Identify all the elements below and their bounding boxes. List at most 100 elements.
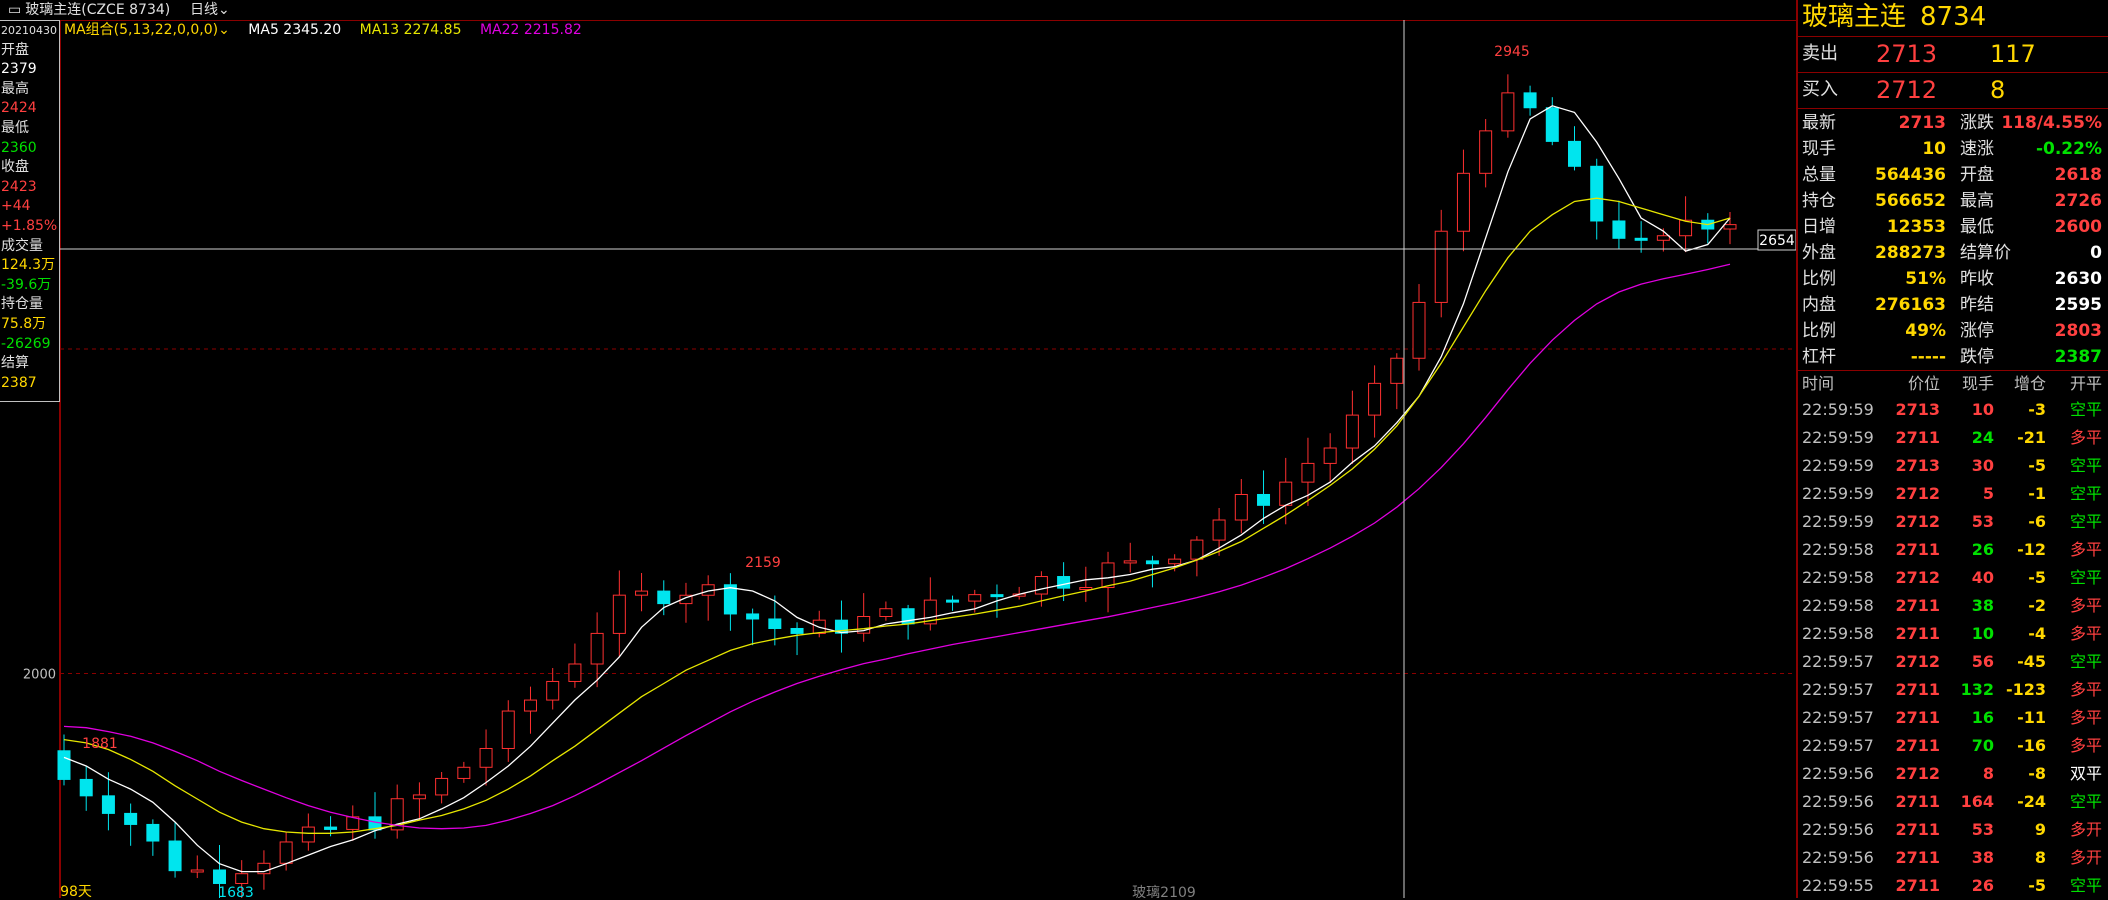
tick-oi-change: -5 xyxy=(2028,456,2046,475)
tick-row: 22:59:56 2711 164 -24 空平 xyxy=(1798,788,2108,816)
candle-body xyxy=(212,869,226,884)
tick-type: 多开 xyxy=(2069,848,2102,867)
tick-row: 22:59:58 2711 10 -4 多平 xyxy=(1798,620,2108,648)
tick-time: 22:59:56 xyxy=(1802,764,1874,783)
tick-time: 22:59:58 xyxy=(1802,624,1874,643)
tick-price: 2711 xyxy=(1895,428,1940,447)
tick-time: 22:59:57 xyxy=(1802,708,1874,727)
quote-label-left: 外盘 xyxy=(1802,243,1836,263)
tick-qty: 164 xyxy=(1960,792,1994,811)
candle-body xyxy=(301,826,315,843)
quote-value-left: 10 xyxy=(1922,139,1946,159)
candle-body xyxy=(1212,519,1226,541)
tick-qty: 8 xyxy=(1982,764,1994,783)
chart-toolbar: ▭ 玻璃主连(CZCE 8734) 日线⌄ xyxy=(0,0,1796,20)
tick-time: 22:59:57 xyxy=(1802,652,1874,671)
tick-type: 多开 xyxy=(2069,820,2102,839)
quote-row: 比例 51% 昨收 2630 xyxy=(1798,266,2108,292)
quote-value-left: 12353 xyxy=(1886,217,1946,237)
candle-body xyxy=(435,777,449,796)
ask-volume: 117 xyxy=(1990,40,2036,68)
ma22-legend: MA22 2215.82 xyxy=(479,22,582,38)
quote-label-right: 跌停 xyxy=(1960,347,1994,367)
ma-group-selector[interactable]: MA组合(5,13,22,0,0,0)⌄ xyxy=(64,22,230,38)
ma5-legend: MA5 2345.20 xyxy=(248,22,342,38)
tick-oi-change: -5 xyxy=(2028,568,2046,587)
crosshair-price: 2654 xyxy=(1759,233,1795,249)
period-selector[interactable]: 日线⌄ xyxy=(190,2,230,18)
quote-label-right: 涨跌 xyxy=(1960,113,1994,133)
tick-type: 多平 xyxy=(2069,624,2102,643)
candle-body xyxy=(768,618,782,629)
tick-time: 22:59:59 xyxy=(1802,428,1874,447)
tick-type: 多平 xyxy=(2069,708,2102,727)
candle-body xyxy=(1257,493,1271,506)
quote-label-left: 内盘 xyxy=(1802,295,1836,315)
tick-qty: 40 xyxy=(1971,568,1994,587)
candle-body xyxy=(1456,172,1470,232)
quote-value-right: 2726 xyxy=(2054,191,2102,211)
tick-price: 2712 xyxy=(1895,568,1940,587)
ask-label: 卖出 xyxy=(1802,43,1838,64)
quote-label-right: 昨结 xyxy=(1960,295,1994,315)
candle-body xyxy=(657,590,671,605)
open-value: 2379 xyxy=(1,61,37,78)
tick-qty: 56 xyxy=(1971,652,1994,671)
tick-oi-change: -2 xyxy=(2028,596,2046,615)
quote-label-right: 开盘 xyxy=(1960,165,1994,185)
oi-value: 75.8万 xyxy=(1,315,47,332)
tick-row: 22:59:57 2711 70 -16 多平 xyxy=(1798,732,2108,760)
quote-value-left: 564436 xyxy=(1875,165,1946,185)
candle-body xyxy=(612,594,626,634)
menu-icon[interactable]: ▭ xyxy=(8,2,22,18)
close-value: 2423 xyxy=(1,178,37,195)
tick-qty: 24 xyxy=(1971,428,1994,447)
candle-body xyxy=(879,608,893,618)
tick-oi-change: -21 xyxy=(2017,428,2046,447)
quote-value-right: -0.22% xyxy=(2035,139,2102,159)
quote-label-right: 最低 xyxy=(1960,217,1994,237)
candle-body xyxy=(1434,230,1448,303)
quote-title: 玻璃主连 8734 xyxy=(1802,0,2000,34)
settle-value: 2387 xyxy=(1,374,37,391)
open-label: 开盘 xyxy=(1,41,29,58)
candle-body xyxy=(1523,92,1537,109)
chevron-down-icon[interactable]: ⌄ xyxy=(218,2,230,18)
contract-code: 8734 xyxy=(1920,2,1987,32)
candle-body xyxy=(1168,558,1182,565)
tick-row: 22:59:56 2712 8 -8 双平 xyxy=(1798,760,2108,788)
candlestick-chart[interactable]: 2000 2654 2945 2159 1881 1683 98天 玻璃2109 xyxy=(0,0,1796,898)
candle-body xyxy=(168,840,182,872)
quote-row: 最新 2713 涨跌 118/4.55% xyxy=(1798,110,2108,136)
tick-row: 22:59:56 2711 38 8 多开 xyxy=(1798,844,2108,872)
tick-price: 2712 xyxy=(1895,484,1940,503)
tick-row: 22:59:59 2712 53 -6 空平 xyxy=(1798,508,2108,536)
candle-body xyxy=(235,873,249,884)
tick-oi-change: -12 xyxy=(2017,540,2046,559)
chevron-down-icon[interactable]: ⌄ xyxy=(218,22,230,38)
candle-body xyxy=(1368,382,1382,416)
tick-time: 22:59:59 xyxy=(1802,512,1874,531)
low-value: 2360 xyxy=(1,139,37,156)
tick-qty: 132 xyxy=(1960,680,1994,699)
tick-time: 22:59:59 xyxy=(1802,456,1874,475)
tick-row: 22:59:59 2711 24 -21 多平 xyxy=(1798,424,2108,452)
contract-title[interactable]: ▭ 玻璃主连(CZCE 8734) xyxy=(8,2,171,18)
tick-oi-change: -24 xyxy=(2017,792,2046,811)
ma-legend: MA组合(5,13,22,0,0,0)⌄ MA5 2345.20 MA13 22… xyxy=(64,20,582,40)
candle-body xyxy=(57,750,71,780)
tick-time: 22:59:58 xyxy=(1802,596,1874,615)
quote-label-left: 最新 xyxy=(1802,113,1836,133)
tick-oi-change: -4 xyxy=(2028,624,2046,643)
tick-oi-change: -6 xyxy=(2028,512,2046,531)
candle-body xyxy=(257,862,271,875)
candle-body xyxy=(590,632,604,665)
days-label: 98天 xyxy=(60,884,92,898)
candle-body xyxy=(1679,219,1693,237)
ma-line-ma5 xyxy=(63,105,1731,873)
low-label: 最低 xyxy=(1,119,29,136)
tick-type: 多平 xyxy=(2069,596,2102,615)
tick-type: 多平 xyxy=(2069,428,2102,447)
tick-qty: 26 xyxy=(1971,540,1994,559)
oi-label: 持仓量 xyxy=(1,296,43,313)
